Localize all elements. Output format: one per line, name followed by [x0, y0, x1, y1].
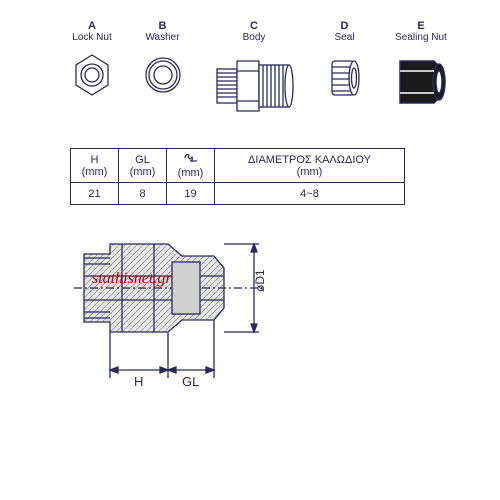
part-a-letter: A: [88, 20, 96, 32]
watermark: stathisnet.gr: [92, 270, 172, 288]
th-h-unit: (mm): [77, 166, 112, 178]
th-dia-top: ΔΙΑΜΕΤΡΟΣ ΚΑΛΩΔΙΟΥ: [221, 154, 398, 166]
part-b-letter: B: [159, 20, 167, 32]
part-d-name: Seal: [334, 32, 354, 43]
part-d: D Seal: [324, 20, 366, 107]
part-a: A Lock Nut: [70, 20, 114, 107]
part-e-name: Sealing Nut: [395, 32, 447, 43]
th-gl: GL (mm): [119, 149, 167, 183]
th-h-top: H: [77, 154, 112, 166]
dim-d1-label: øD1: [253, 269, 267, 292]
sealing-nut-icon: [392, 47, 450, 113]
th-wrench: (mm): [167, 149, 215, 183]
wrench-icon: [183, 152, 199, 164]
section-drawing: øD1 H GL: [64, 228, 324, 418]
th-dia-unit: (mm): [221, 166, 398, 178]
part-c-letter: C: [250, 20, 258, 32]
th-dia: ΔΙΑΜΕΤΡΟΣ ΚΑΛΩΔΙΟΥ (mm): [215, 149, 405, 183]
td-wrench: 19: [167, 183, 215, 205]
lock-nut-icon: [70, 47, 114, 107]
dim-h-label: H: [134, 374, 143, 389]
spec-table: H (mm) GL (mm) (mm) ΔΙΑΜΕΤΡΟΣ ΚΑΛΩΔΙΟΥ (…: [70, 148, 405, 205]
seal-icon: [324, 47, 366, 107]
washer-icon: [141, 47, 185, 107]
body-icon: [211, 47, 297, 125]
part-a-name: Lock Nut: [72, 32, 111, 43]
th-gl-unit: (mm): [125, 166, 160, 178]
part-c: C Body: [211, 20, 297, 125]
part-b-name: Washer: [145, 32, 179, 43]
td-dia: 4~8: [215, 183, 405, 205]
th-gl-top: GL: [125, 154, 160, 166]
part-e: E Sealing Nut: [392, 20, 450, 113]
td-h: 21: [71, 183, 119, 205]
td-gl: 8: [119, 183, 167, 205]
part-e-letter: E: [417, 20, 424, 32]
part-d-letter: D: [341, 20, 349, 32]
part-b: B Washer: [141, 20, 185, 107]
th-wrench-unit: (mm): [173, 167, 208, 179]
part-c-name: Body: [243, 32, 266, 43]
th-h: H (mm): [71, 149, 119, 183]
parts-exploded-view: A Lock Nut B Washer C Body: [70, 20, 450, 135]
dim-gl-label: GL: [182, 374, 199, 389]
